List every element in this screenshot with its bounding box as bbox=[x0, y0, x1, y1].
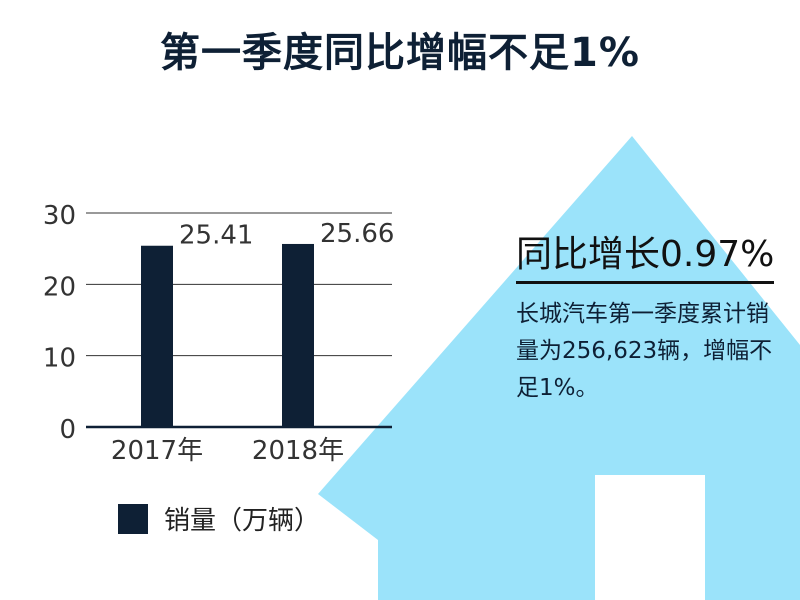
data-label: 25.66 bbox=[320, 219, 394, 249]
x-tick-label: 2017年 bbox=[111, 436, 203, 466]
data-label: 25.41 bbox=[179, 221, 253, 251]
y-tick-label: 20 bbox=[43, 272, 76, 302]
y-tick-label: 30 bbox=[43, 201, 76, 231]
arrow-shape bbox=[318, 136, 800, 600]
legend: 销量（万辆） bbox=[118, 500, 320, 537]
y-tick-label: 10 bbox=[43, 344, 76, 374]
page-title: 第一季度同比增幅不足1% bbox=[160, 30, 640, 76]
headline: 同比增长0.97% bbox=[516, 225, 775, 284]
x-tick-label: 2018年 bbox=[252, 436, 344, 466]
bar bbox=[141, 245, 173, 427]
legend-label: 销量（万辆） bbox=[164, 506, 321, 536]
bar bbox=[282, 243, 314, 427]
y-tick-label: 0 bbox=[59, 415, 76, 445]
legend-swatch bbox=[118, 503, 148, 534]
body-text: 长城汽车第一季度累计销量为256,623辆，增幅不足1%。 bbox=[516, 301, 773, 401]
